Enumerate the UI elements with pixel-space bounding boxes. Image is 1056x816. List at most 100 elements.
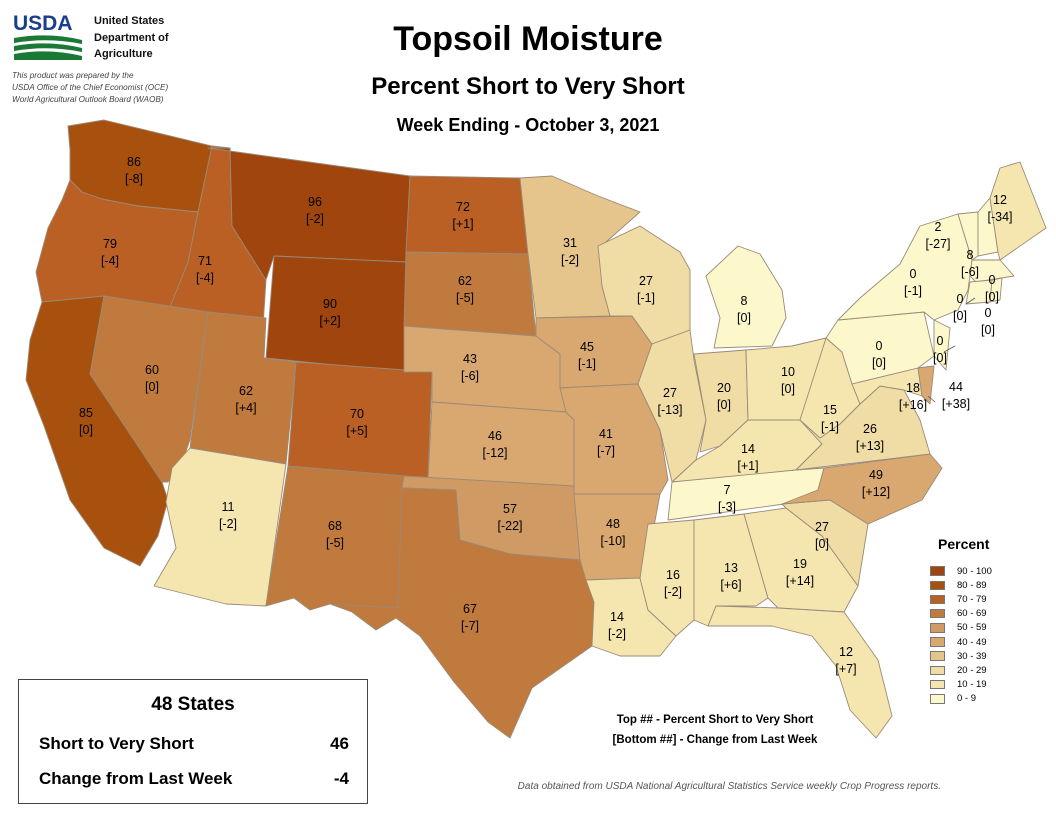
key-note-top: Top ## - Percent Short to Very Short: [616, 714, 814, 726]
state-change-ma: [0]: [953, 309, 967, 323]
state-change-wi: [-1]: [637, 291, 655, 305]
state-change-vt: [-27]: [925, 237, 950, 251]
state-nc: [781, 453, 943, 525]
agency-name-line-3: Agriculture: [94, 48, 153, 60]
agency-name: United States Department of Agriculture: [94, 13, 169, 63]
state-change-ne: [-6]: [461, 369, 479, 383]
state-change-ks: [-12]: [482, 446, 507, 460]
state-change-az: [-2]: [219, 517, 237, 531]
state-value-nj: 0: [937, 334, 944, 348]
state-change-sd: [-5]: [456, 291, 474, 305]
legend-label: 20 - 29: [957, 664, 987, 676]
state-value-oh: 10: [781, 365, 795, 379]
state-value-wv: 15: [823, 403, 837, 417]
state-change-al: [+6]: [720, 578, 741, 592]
state-value-co: 70: [350, 407, 364, 421]
state-change-ct: [0]: [985, 290, 999, 304]
legend-swatch: [930, 580, 945, 591]
state-az: [153, 447, 287, 607]
state-value-mt: 96: [308, 195, 322, 209]
legend-items: 90 - 100 80 - 89 70 - 79 60 - 69 50 - 59 40 -…: [930, 564, 1050, 706]
leader-line: [927, 395, 936, 403]
usda-logo: USDA: [13, 12, 82, 60]
state-ny: [837, 213, 973, 321]
state-value-de: 44: [949, 380, 963, 394]
legend-row: 10 - 19: [930, 678, 1050, 692]
state-value-ky: 14: [741, 442, 755, 456]
state-fl: [707, 605, 893, 739]
state-value-nv: 60: [145, 363, 159, 377]
state-value-il: 27: [663, 386, 677, 400]
state-mi: [705, 245, 787, 349]
legend-swatch: [930, 665, 945, 676]
state-value-ri: 0: [985, 306, 992, 320]
legend-swatch: [930, 637, 945, 647]
legend-row: 0 - 9: [930, 692, 1050, 706]
state-change-in: [0]: [717, 398, 731, 412]
state-change-ia: [-1]: [578, 357, 596, 371]
state-change-nm: [-5]: [326, 536, 344, 550]
summary-box: 48 States Short to Very Short 46 Change …: [18, 679, 368, 804]
state-change-va: [+13]: [856, 439, 884, 453]
state-change-mt: [-2]: [306, 212, 324, 226]
legend-row: 40 - 49: [930, 635, 1050, 649]
state-value-tn: 7: [724, 483, 731, 497]
state-value-wi: 27: [639, 274, 653, 288]
state-change-nd: [+1]: [452, 217, 473, 231]
legend-swatch: [930, 679, 945, 690]
state-change-ky: [+1]: [737, 459, 758, 473]
state-change-ar: [-10]: [600, 534, 625, 548]
state-value-ks: 46: [488, 429, 502, 443]
state-de: [917, 365, 935, 405]
state-value-ct: 0: [989, 273, 996, 287]
legend-row: 50 - 59: [930, 621, 1050, 635]
summary-heading: 48 States: [151, 694, 235, 715]
state-value-pa: 0: [876, 339, 883, 353]
state-change-tn: [-3]: [718, 500, 736, 514]
agency-name-line-2: Department of: [94, 31, 169, 44]
state-change-ny: [-1]: [904, 284, 922, 298]
map-subtitle: Percent Short to Very Short: [371, 73, 685, 100]
legend-label: 50 - 59: [957, 622, 987, 634]
state-value-wa: 86: [127, 155, 141, 169]
state-change-mo: [-7]: [597, 444, 615, 458]
state-value-wy: 90: [323, 297, 337, 311]
legend-swatch: [930, 594, 945, 605]
state-value-id: 71: [198, 254, 212, 268]
state-value-me: 12: [993, 193, 1007, 207]
legend-label: 70 - 79: [957, 593, 987, 605]
legend-title: Percent: [938, 536, 990, 552]
state-value-or: 79: [103, 237, 117, 251]
state-change-oh: [0]: [781, 382, 795, 396]
state-change-wv: [-1]: [821, 420, 839, 434]
legend-row: 30 - 39: [930, 649, 1050, 663]
source-note: Data obtained from USDA National Agricul…: [517, 781, 941, 792]
legend-row: 70 - 79: [930, 592, 1050, 606]
state-ri: [989, 277, 1003, 303]
state-change-il: [-13]: [657, 403, 682, 417]
summary-label-short: Short to Very Short: [39, 734, 194, 753]
state-value-nh: 8: [967, 248, 974, 262]
legend-row: 60 - 69: [930, 607, 1050, 621]
legend-row: 90 - 100: [930, 564, 1050, 578]
state-value-tx: 67: [463, 602, 477, 616]
state-value-la: 14: [610, 610, 624, 624]
summary-row-change: Change from Last Week -4: [39, 769, 349, 789]
state-value-az: 11: [222, 500, 235, 514]
state-value-in: 20: [717, 381, 731, 395]
prepared-line-1: This product was prepared by the: [12, 71, 134, 80]
state-change-nc: [+12]: [862, 485, 890, 499]
state-value-vt: 2: [935, 220, 942, 234]
state-value-fl: 12: [839, 645, 853, 659]
state-change-nj: [0]: [933, 351, 947, 365]
state-value-ny: 0: [910, 267, 917, 281]
state-value-md: 18: [906, 381, 920, 395]
state-change-mi: [0]: [737, 311, 751, 325]
state-change-co: [+5]: [346, 424, 367, 438]
legend: Percent 90 - 100 80 - 89 70 - 79 60 - 69 50 …: [930, 536, 1050, 706]
state-value-mi: 8: [741, 294, 748, 308]
state-value-ar: 48: [606, 517, 620, 531]
state-value-nc: 49: [869, 468, 883, 482]
state-value-ia: 45: [580, 340, 594, 354]
